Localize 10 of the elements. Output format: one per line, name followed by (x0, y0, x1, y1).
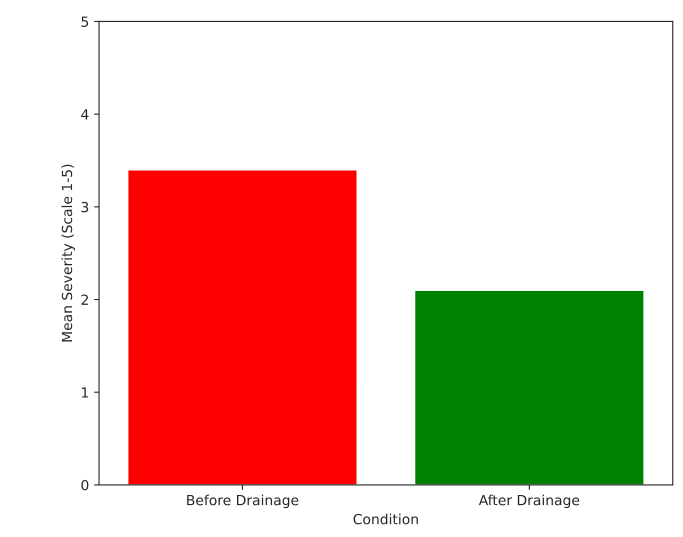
x-tick-label: After Drainage (478, 494, 580, 508)
y-tick-label: 3 (82, 202, 88, 212)
x-tick-label: Before Drainage (187, 494, 298, 508)
y-tick-label: 1 (82, 387, 88, 398)
y-tick-label: 4 (81, 109, 89, 120)
x-axis-title: Condition (354, 514, 418, 524)
y-axis-title: Mean Severity (Scale 1-5) (61, 164, 75, 342)
y-tick-label: 2 (81, 294, 88, 305)
y-tick-label: 5 (82, 16, 88, 27)
y-tick-label: 0 (81, 480, 88, 490)
